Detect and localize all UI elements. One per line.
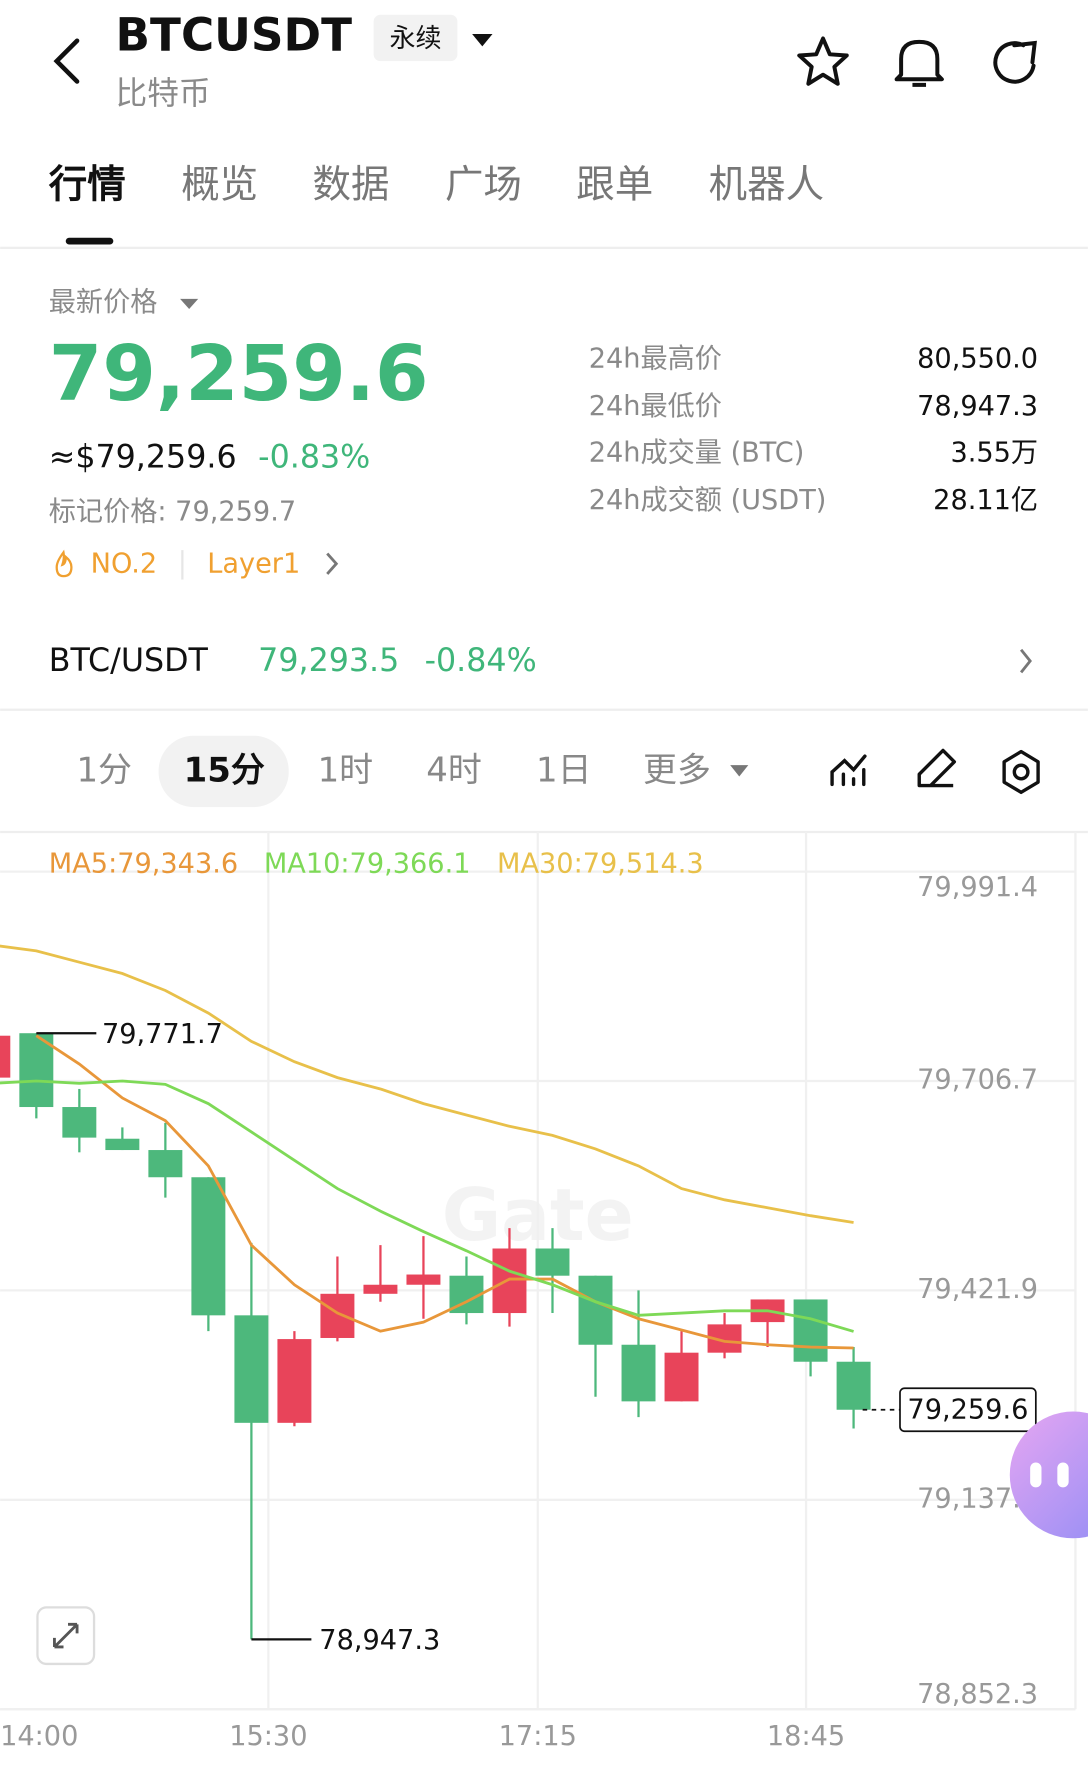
stat-label: 24h最低价 [589,391,722,422]
tab[interactable]: 广场 [445,162,522,207]
candle-body [62,1107,97,1138]
assistant-button[interactable] [1009,1411,1088,1539]
ma-line [0,1079,854,1333]
x-tick-label: 15:30 [229,1721,307,1752]
candle-body [664,1352,699,1402]
mark-price: 标记价格: 79,259.7 [49,496,296,527]
tab[interactable]: 概览 [181,162,258,207]
candle-body [492,1248,527,1314]
legend-entry: MA30:79,514.3 [497,848,704,879]
last-price: 79,259.6 [49,330,429,419]
fullscreen-icon [53,1622,79,1649]
candle-body [793,1299,828,1362]
flame-icon [55,549,73,578]
candle-body [0,1035,11,1078]
y-tick-label: 79,421.9 [917,1274,1038,1305]
y-tick-label: 79,706.7 [917,1065,1038,1096]
candle-body [836,1361,871,1410]
stat-label: 24h成交额 (USDT) [589,485,827,516]
indicator-icon[interactable] [830,754,867,787]
x-tick-label: 17:15 [499,1721,577,1752]
rank[interactable]: NO.2 [91,548,158,579]
y-tick-label: 78,852.3 [917,1679,1038,1710]
low-label: 78,947.3 [319,1625,440,1656]
last-price-tag [899,1387,1037,1433]
candle-body [234,1315,269,1423]
price-change: -0.83% [258,439,370,475]
usd-price: ≈$79,259.6 [49,439,237,475]
assistant-eye [1030,1462,1042,1488]
spot-price: 79,293.5 [258,643,399,679]
price-dropdown[interactable] [180,298,199,310]
tab[interactable]: 机器人 [709,162,824,207]
legend-entry: MA10:79,366.1 [264,848,471,879]
candle-body [320,1293,355,1338]
symbol-dropdown[interactable] [472,33,493,47]
settings-icon[interactable] [1002,749,1040,795]
stat-value: 3.55万 [950,437,1038,468]
candle-body [578,1275,613,1345]
badge-bg [373,14,458,62]
stat-label: 24h成交量 (BTC) [589,437,805,468]
coin-name: 比特币 [116,76,211,112]
ma-line [0,944,854,1224]
candle-body [191,1177,226,1316]
last-price-label: 79,259.6 [907,1394,1028,1425]
ma-line [35,1034,854,1350]
candle-body [148,1150,183,1178]
x-tick-label: 14:00 [0,1721,78,1752]
tab[interactable]: 跟单 [576,162,653,207]
candle-body [363,1284,398,1294]
spot-change: -0.84% [425,643,537,679]
candle-body [105,1138,140,1151]
interval[interactable]: 15分 [184,750,265,790]
draw-icon[interactable] [917,748,957,788]
tab-indicator [65,237,114,245]
settings-icon-center [1012,763,1030,781]
x-tick-label: 18:45 [767,1721,845,1752]
chevron[interactable] [1020,648,1032,674]
more-dropdown[interactable] [730,765,749,777]
tab[interactable]: 行情 [49,162,126,207]
stat-value: 28.11亿 [933,485,1038,516]
interval[interactable]: 4时 [426,750,482,790]
sector-tag[interactable]: Layer1 [207,548,300,579]
candle-body [621,1344,656,1402]
interval[interactable]: 更多 [643,750,711,790]
share-icon[interactable] [993,40,1037,84]
stat-value: 80,550.0 [917,343,1038,374]
candle-body [406,1274,441,1285]
chevron [326,552,339,575]
tab[interactable]: 数据 [313,162,390,207]
stat-value: 78,947.3 [917,391,1038,422]
price-label: 最新价格 [49,287,158,318]
alert-icon[interactable] [894,39,944,87]
interval[interactable]: 1日 [536,750,592,790]
assistant-eye [1057,1462,1069,1488]
y-tick-label: 79,991.4 [917,872,1038,903]
back-button[interactable] [53,38,80,84]
high-label: 79,771.7 [102,1019,223,1050]
symbol: BTCUSDT [116,8,353,61]
interval[interactable]: 1时 [318,750,374,790]
badge: 永续 [390,24,442,54]
candle-body [277,1339,312,1423]
spot-pair[interactable]: BTC/USDT [49,643,209,679]
candle-body [19,1033,54,1108]
favorite-icon[interactable] [797,36,849,86]
interval-selected-bg [158,735,289,808]
stat-label: 24h最高价 [589,343,722,374]
interval[interactable]: 1分 [76,750,132,790]
candle-body [535,1248,570,1276]
legend-entry: MA5:79,343.6 [49,848,238,879]
